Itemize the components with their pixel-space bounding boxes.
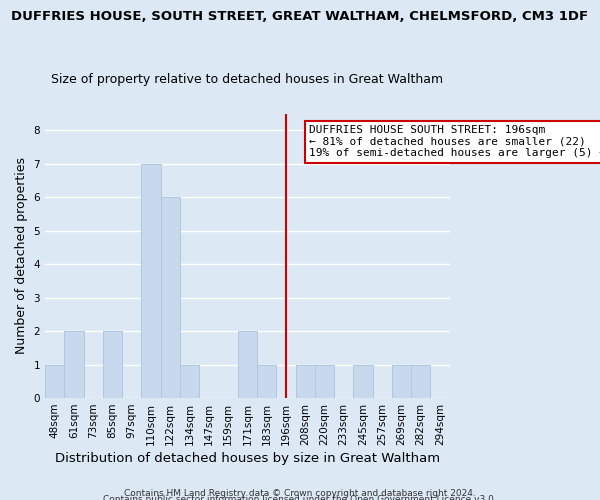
Title: Size of property relative to detached houses in Great Waltham: Size of property relative to detached ho… bbox=[51, 73, 443, 86]
Bar bbox=[392, 364, 411, 398]
Bar bbox=[238, 331, 257, 398]
Bar bbox=[353, 364, 373, 398]
Text: Contains HM Land Registry data © Crown copyright and database right 2024.: Contains HM Land Registry data © Crown c… bbox=[124, 488, 476, 498]
Bar bbox=[257, 364, 276, 398]
Bar bbox=[142, 164, 161, 398]
Bar bbox=[411, 364, 430, 398]
Bar bbox=[103, 331, 122, 398]
Bar bbox=[45, 364, 64, 398]
Bar bbox=[296, 364, 315, 398]
Text: DUFFRIES HOUSE, SOUTH STREET, GREAT WALTHAM, CHELMSFORD, CM3 1DF: DUFFRIES HOUSE, SOUTH STREET, GREAT WALT… bbox=[11, 10, 589, 23]
Bar bbox=[64, 331, 83, 398]
Text: DUFFRIES HOUSE SOUTH STREET: 196sqm
← 81% of detached houses are smaller (22)
19: DUFFRIES HOUSE SOUTH STREET: 196sqm ← 81… bbox=[309, 126, 600, 158]
Bar bbox=[315, 364, 334, 398]
Text: Contains public sector information licensed under the Open Government Licence v3: Contains public sector information licen… bbox=[103, 495, 497, 500]
Bar bbox=[180, 364, 199, 398]
Y-axis label: Number of detached properties: Number of detached properties bbox=[15, 158, 28, 354]
Bar bbox=[161, 197, 180, 398]
X-axis label: Distribution of detached houses by size in Great Waltham: Distribution of detached houses by size … bbox=[55, 452, 440, 465]
